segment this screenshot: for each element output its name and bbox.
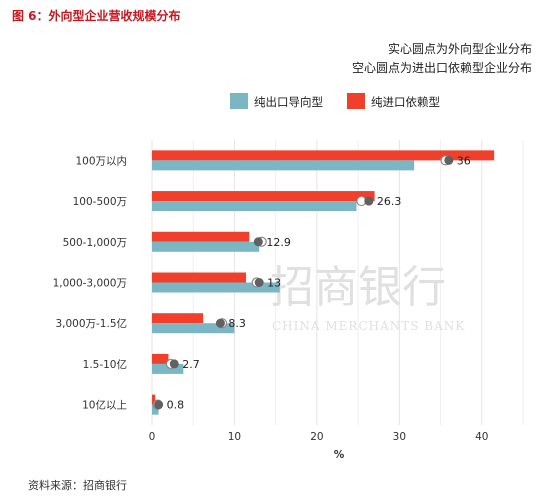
legend-swatch-export	[230, 93, 248, 109]
y-tick-labels: 100万以内 100-500万 500-1,000万 1,000-3,000万 3,00…	[53, 154, 127, 411]
bar-import	[152, 353, 169, 364]
solid-marker	[169, 359, 179, 369]
bar-export	[152, 363, 184, 374]
bar-import	[152, 150, 495, 161]
solid-marker	[253, 237, 263, 247]
data-label: 0.8	[167, 399, 185, 412]
bar-export	[152, 323, 235, 334]
data-labels: 36 26.3 12.9 13 8.3 2.7 0.8	[167, 154, 471, 411]
x-tick-label: 40	[475, 431, 488, 443]
bar-export	[152, 201, 357, 212]
x-axis-label: %	[334, 449, 345, 461]
y-tick-label: 500-1,000万	[63, 237, 127, 249]
bar-import	[152, 191, 375, 202]
bar-import	[152, 272, 246, 283]
data-label: 8.3	[228, 317, 246, 330]
y-tick-label: 1.5-10亿	[83, 358, 127, 371]
watermark-en: CHINA MERCHANTS BANK	[272, 319, 465, 333]
x-tick-label: 0	[149, 431, 156, 443]
x-tick-label: 20	[310, 431, 323, 443]
legend-label-import: 纯进口依赖型	[371, 95, 440, 109]
bar-import	[152, 394, 156, 405]
figure-title: 图 6：外向型企业营收规模分布	[12, 9, 181, 23]
solid-marker	[215, 318, 225, 328]
data-label: 13	[267, 277, 281, 290]
solid-marker	[444, 155, 454, 165]
solid-marker	[254, 278, 264, 287]
y-tick-label: 10亿以上	[82, 399, 127, 412]
data-label: 12.9	[266, 236, 291, 249]
watermark: 招商银行 CHINA MERCHANTS BANK	[270, 262, 465, 333]
data-label: 2.7	[182, 358, 200, 371]
legend-swatch-import	[347, 93, 365, 109]
solid-marker	[364, 196, 374, 206]
bar-export	[152, 241, 260, 252]
data-label: 26.3	[377, 195, 402, 208]
markers	[152, 155, 454, 410]
data-label: 36	[457, 154, 471, 167]
source-note: 资料来源：招商银行	[28, 479, 127, 492]
y-tick-label: 3,000万-1.5亿	[55, 317, 127, 330]
x-tick-label: 10	[228, 431, 241, 443]
bar-export	[152, 404, 159, 415]
y-tick-label: 100-500万	[73, 196, 127, 208]
legend-label-export: 纯出口导向型	[254, 95, 323, 109]
note-hollow-dots: 空心圆点为进出口依赖型企业分布	[352, 60, 532, 75]
bar-export	[152, 282, 280, 293]
solid-marker	[154, 400, 164, 410]
watermark-cn: 招商银行	[270, 262, 446, 313]
y-tick-label: 100万以内	[75, 154, 127, 167]
bar-export	[152, 160, 415, 171]
x-tick-labels: 0 10 20 30 40	[149, 431, 489, 443]
bar-import	[152, 231, 250, 242]
bar-import	[152, 313, 204, 324]
y-tick-label: 1,000-3,000万	[53, 278, 127, 290]
note-solid-dots: 实心圆点为外向型企业分布	[388, 41, 532, 56]
bars	[152, 150, 495, 415]
x-tick-label: 30	[393, 431, 406, 443]
